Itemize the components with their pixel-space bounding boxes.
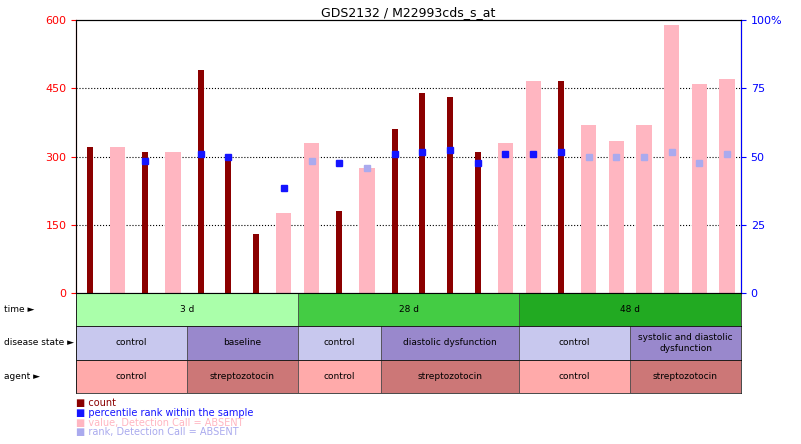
Bar <box>166 152 181 293</box>
Bar <box>198 70 203 293</box>
Bar <box>475 152 481 293</box>
Bar <box>187 326 298 360</box>
Bar <box>692 83 707 293</box>
Bar <box>76 360 187 393</box>
Bar <box>636 125 651 293</box>
Text: control: control <box>559 338 590 348</box>
Text: control: control <box>559 372 590 381</box>
Text: systolic and diastolic
dysfunction: systolic and diastolic dysfunction <box>638 333 733 353</box>
Text: baseline: baseline <box>223 338 261 348</box>
Bar <box>419 93 425 293</box>
Bar <box>87 147 93 293</box>
Text: ■ percentile rank within the sample: ■ percentile rank within the sample <box>76 408 253 418</box>
Bar <box>557 81 564 293</box>
Bar <box>664 24 679 293</box>
Text: time ►: time ► <box>4 305 34 314</box>
Bar <box>253 234 260 293</box>
Bar <box>447 97 453 293</box>
Bar <box>519 326 630 360</box>
Bar <box>719 79 735 293</box>
Bar <box>630 326 741 360</box>
Bar <box>298 326 380 360</box>
Title: GDS2132 / M22993cds_s_at: GDS2132 / M22993cds_s_at <box>321 6 496 19</box>
Bar <box>225 157 231 293</box>
Text: streptozotocin: streptozotocin <box>210 372 275 381</box>
Bar <box>187 360 298 393</box>
Text: disease state ►: disease state ► <box>4 338 74 348</box>
Text: control: control <box>116 372 147 381</box>
Text: ■ count: ■ count <box>76 398 116 408</box>
Text: diastolic dysfunction: diastolic dysfunction <box>403 338 497 348</box>
Bar <box>630 360 741 393</box>
Text: streptozotocin: streptozotocin <box>417 372 482 381</box>
Bar <box>298 293 519 326</box>
Bar <box>336 211 342 293</box>
Bar <box>360 168 375 293</box>
Text: 3 d: 3 d <box>179 305 194 314</box>
Bar <box>380 360 519 393</box>
Bar <box>110 147 125 293</box>
Bar <box>76 326 187 360</box>
Text: 28 d: 28 d <box>399 305 418 314</box>
Text: ■ value, Detection Call = ABSENT: ■ value, Detection Call = ABSENT <box>76 417 244 428</box>
Bar <box>76 293 298 326</box>
Text: streptozotocin: streptozotocin <box>653 372 718 381</box>
Bar <box>380 326 519 360</box>
Bar <box>143 152 148 293</box>
Text: 48 d: 48 d <box>620 305 640 314</box>
Text: control: control <box>324 372 355 381</box>
Bar <box>392 129 398 293</box>
Text: ■ rank, Detection Call = ABSENT: ■ rank, Detection Call = ABSENT <box>76 427 239 437</box>
Text: agent ►: agent ► <box>4 372 40 381</box>
Bar <box>276 214 292 293</box>
Bar <box>525 81 541 293</box>
Text: control: control <box>116 338 147 348</box>
Bar <box>519 360 630 393</box>
Bar <box>498 143 513 293</box>
Bar <box>519 293 741 326</box>
Bar <box>609 141 624 293</box>
Bar <box>304 143 319 293</box>
Bar <box>581 125 596 293</box>
Text: control: control <box>324 338 355 348</box>
Bar <box>298 360 380 393</box>
